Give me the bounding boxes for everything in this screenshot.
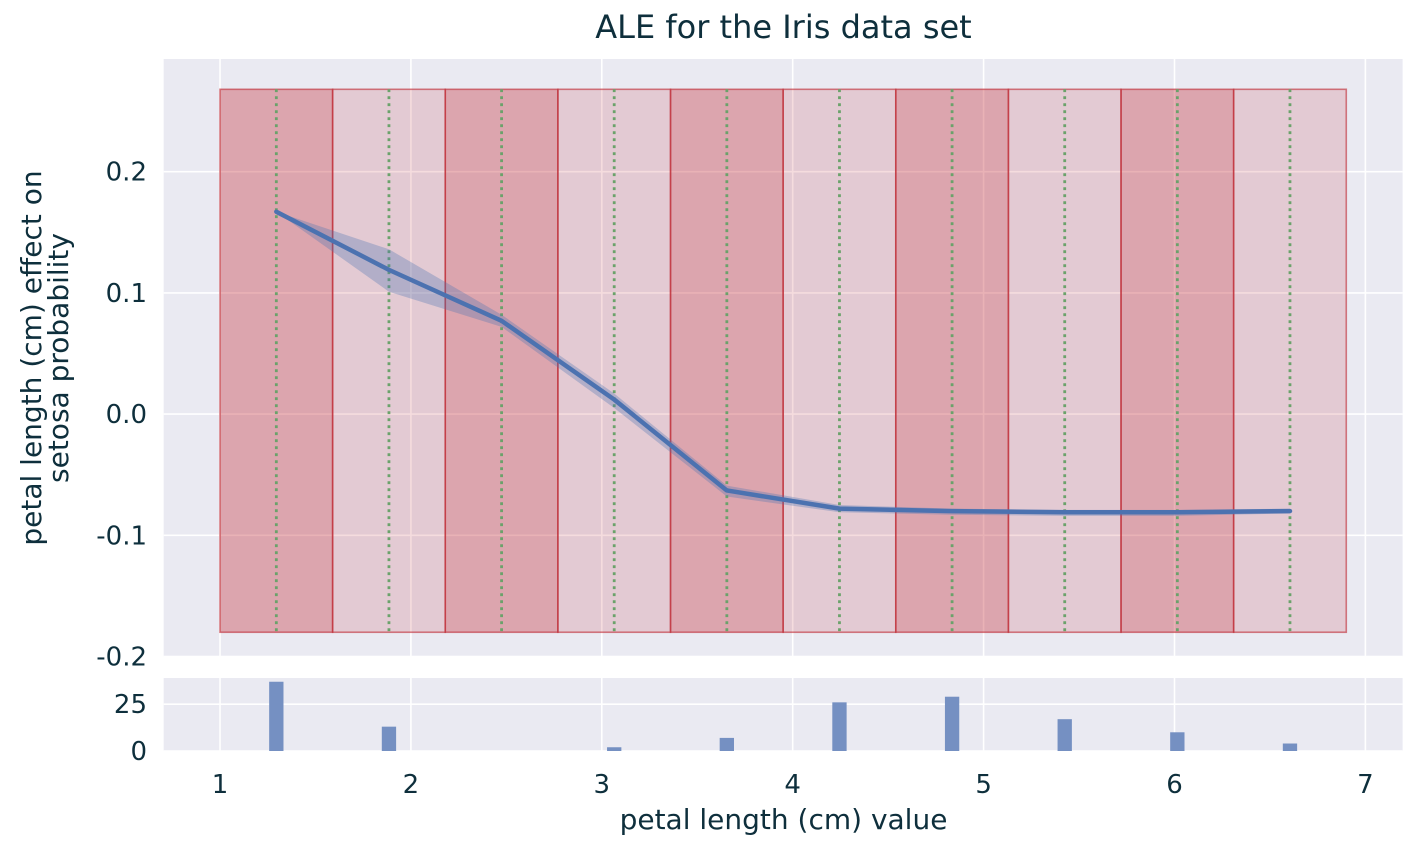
- histogram-bar: [269, 681, 284, 751]
- y-axis-label-line2: setosa probability: [42, 233, 75, 483]
- y-tick-label: 0.0: [106, 400, 147, 430]
- hist-y-tick-label: 0: [130, 737, 147, 767]
- histogram-bar: [381, 726, 397, 751]
- histogram-bar: [719, 737, 734, 751]
- bin-band: [444, 88, 559, 634]
- x-tick-label: 5: [975, 770, 992, 800]
- bin-band: [557, 88, 672, 634]
- histogram-bar: [1170, 732, 1185, 751]
- x-axis-label: petal length (cm) value: [619, 803, 948, 836]
- histogram-bar: [1057, 719, 1072, 751]
- x-tick-label: 1: [212, 770, 229, 800]
- histogram-bar: [944, 696, 960, 751]
- y-tick-label: 0.1: [106, 279, 147, 309]
- x-tick-label: 4: [784, 770, 801, 800]
- bin-band: [331, 88, 447, 634]
- bin-band: [1120, 88, 1235, 634]
- bin-band: [782, 88, 897, 634]
- chart-title: ALE for the Iris data set: [595, 8, 972, 46]
- y-tick-label: -0.1: [96, 521, 147, 551]
- x-tick-label: 6: [1166, 770, 1183, 800]
- histogram-bar: [1282, 743, 1298, 751]
- bin-band: [1007, 88, 1122, 634]
- y-tick-label: -0.2: [96, 643, 147, 673]
- bin-band: [894, 88, 1010, 634]
- histogram-bar: [607, 747, 622, 751]
- x-tick-label: 3: [594, 770, 611, 800]
- hist-plot-area: [163, 678, 1403, 751]
- x-tick-label: 7: [1357, 770, 1374, 800]
- bin-band: [219, 88, 334, 634]
- hist-y-tick-label: 25: [114, 690, 147, 720]
- bin-band: [1232, 88, 1348, 634]
- y-axis-label: petal length (cm) effect on setosa proba…: [15, 170, 75, 546]
- y-tick-label: 0.2: [106, 158, 147, 188]
- ale-line: [274, 209, 1293, 515]
- bin-band: [669, 88, 784, 634]
- histogram-bar: [832, 702, 847, 751]
- y-axis-label-line1: petal length (cm) effect on: [15, 170, 48, 546]
- x-tick-label: 2: [403, 770, 420, 800]
